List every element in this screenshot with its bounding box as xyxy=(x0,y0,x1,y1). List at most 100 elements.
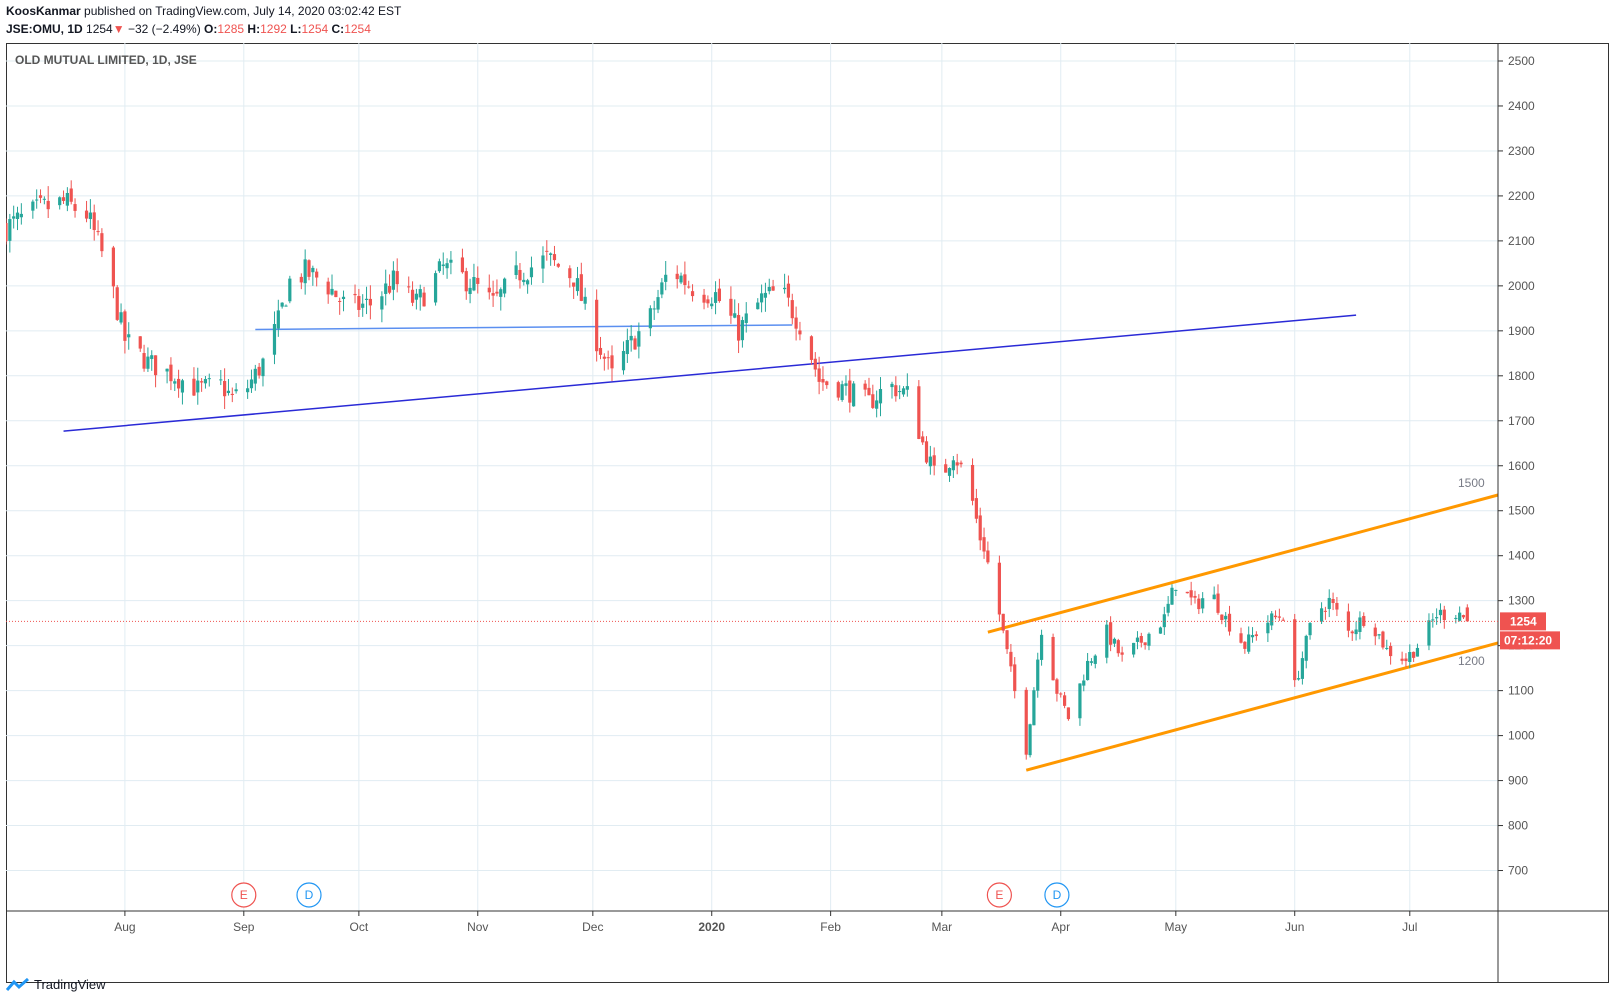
candle-body xyxy=(303,259,307,284)
candle-body xyxy=(1377,634,1381,636)
price-tick-label: 2400 xyxy=(1508,99,1535,113)
price-chart[interactable]: 1500 1200 700 800 900 1000 1100 1200 1300 1400 15… xyxy=(6,43,1609,983)
candle-body xyxy=(196,380,200,393)
candle-body xyxy=(924,441,929,463)
candle-body xyxy=(395,271,399,285)
candle-body xyxy=(932,455,936,466)
high-value: 1292 xyxy=(260,22,287,36)
candle-body xyxy=(1250,635,1255,638)
price-tick-label: 1800 xyxy=(1508,369,1535,383)
price-tick-label: 1400 xyxy=(1508,549,1535,563)
candle-body xyxy=(1293,619,1297,681)
candle-body xyxy=(495,291,499,294)
candle-body xyxy=(759,293,764,303)
candle-body xyxy=(1162,614,1166,628)
candle-body xyxy=(1135,637,1140,642)
down-arrow-icon: ▼ xyxy=(112,22,125,36)
candle-body xyxy=(65,192,69,206)
candle-body xyxy=(598,347,603,355)
candle-body xyxy=(821,378,825,383)
earnings-event-icon[interactable] xyxy=(986,882,1012,908)
low-value: 1254 xyxy=(301,22,329,36)
candle-body xyxy=(625,340,629,355)
time-axis[interactable]: Aug Sep Oct Nov Dec 2020 Feb Mar Apr May Jun Jul xyxy=(6,910,1609,934)
price-tick-label: 1100 xyxy=(1508,684,1534,698)
candle-body xyxy=(92,212,96,231)
close-value: 1254 xyxy=(344,22,371,36)
time-tick-label: Jul xyxy=(1402,920,1417,934)
candle-body xyxy=(652,308,656,310)
candle-body xyxy=(46,200,50,210)
candle-body xyxy=(503,278,507,294)
candle-body xyxy=(1381,631,1385,648)
candle-body xyxy=(73,204,77,211)
candle-body xyxy=(169,364,173,382)
dividend-event-icon[interactable] xyxy=(296,882,322,908)
candle-body xyxy=(1400,658,1404,661)
candle-body xyxy=(368,298,372,306)
candle-body xyxy=(1408,652,1412,663)
candle-body xyxy=(176,378,181,389)
channel-bottom-trendline[interactable] xyxy=(1025,641,1499,772)
candle-body xyxy=(361,303,365,308)
channel-top-trendline[interactable] xyxy=(987,493,1499,634)
candle-body xyxy=(1059,693,1063,695)
candle-body xyxy=(380,296,384,310)
candle-body xyxy=(955,462,959,466)
candle-body xyxy=(1254,634,1258,637)
candle-body xyxy=(664,274,668,282)
candle-body xyxy=(683,274,687,286)
candle-body xyxy=(1277,616,1281,618)
candle-body xyxy=(203,379,208,384)
channel-top-label: 1500 xyxy=(1458,476,1485,490)
candle-body xyxy=(476,277,480,284)
header-line-1: KoosKanmar published on TradingView.com,… xyxy=(6,4,401,18)
candle-body xyxy=(798,330,802,335)
candle-body xyxy=(437,261,442,272)
candle-body xyxy=(518,269,522,281)
footer-brand[interactable]: TradingView xyxy=(6,977,106,992)
candle-body xyxy=(1032,690,1036,726)
candle-body xyxy=(729,298,733,316)
candle-body xyxy=(610,355,614,369)
candle-body xyxy=(165,368,169,372)
candle-body xyxy=(583,296,587,304)
open-label: O: xyxy=(204,22,218,36)
neckline-trendline[interactable] xyxy=(255,324,793,331)
dividend-event-icon[interactable] xyxy=(1044,882,1070,908)
event-label: D xyxy=(1053,888,1062,902)
candle-body xyxy=(1266,622,1270,634)
candle-body xyxy=(621,350,626,371)
candle-body xyxy=(12,216,16,219)
earnings-event-icon[interactable] xyxy=(231,882,257,908)
time-tick-label: Feb xyxy=(820,920,841,934)
candle-body xyxy=(529,267,534,278)
candle-body xyxy=(1013,664,1017,692)
brand-label: TradingView xyxy=(34,977,106,992)
candle-body xyxy=(1281,619,1285,621)
candle-body xyxy=(1082,680,1086,686)
candle-body xyxy=(633,338,637,350)
header-line-2: JSE:OMU, 1D 1254▼ −32 (−2.49%) O:1285 H:… xyxy=(6,22,371,36)
candle-body xyxy=(863,383,867,390)
time-tick-label: Oct xyxy=(350,920,369,934)
support-trendline[interactable] xyxy=(63,314,1357,432)
candle-body xyxy=(867,387,871,396)
low-label: L: xyxy=(290,22,302,36)
price-tick-label: 900 xyxy=(1508,774,1528,788)
price-axis[interactable]: 7008009001000110012001300140015001600170… xyxy=(1497,43,1535,983)
candle-body xyxy=(1197,598,1201,610)
candle-body xyxy=(1116,640,1120,654)
candle-body xyxy=(970,464,975,501)
time-tick-label: Jun xyxy=(1285,920,1304,934)
candle-body xyxy=(468,287,472,295)
candle-body xyxy=(1354,629,1358,635)
candle-body xyxy=(1147,633,1151,646)
candle-body xyxy=(69,188,73,202)
trendlines[interactable]: 1500 1200 xyxy=(63,314,1499,772)
author-name[interactable]: KoosKanmar xyxy=(6,4,81,18)
candle-body xyxy=(253,368,257,384)
candle-body xyxy=(445,263,449,269)
candle-body xyxy=(675,273,679,280)
